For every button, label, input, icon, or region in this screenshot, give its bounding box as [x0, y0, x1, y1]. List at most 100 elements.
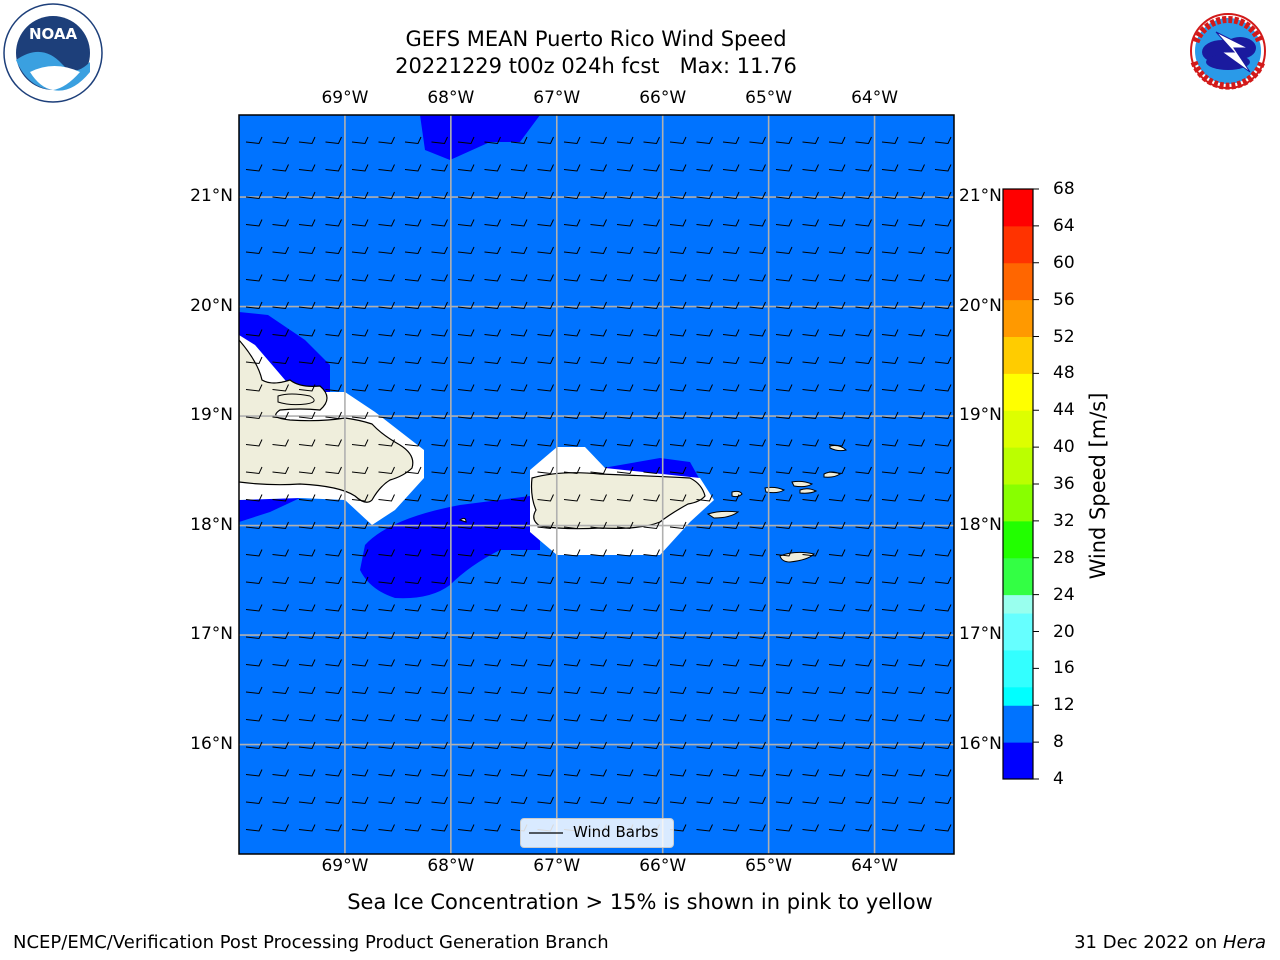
wind-barb-297	[245, 439, 263, 447]
wind-barb-276	[404, 411, 422, 420]
wind-barb-558	[722, 686, 740, 695]
legend-label: Wind Barbs	[573, 823, 659, 841]
wind-barb-125	[696, 246, 713, 255]
wind-barb-105	[881, 219, 899, 227]
wind-barb-413	[457, 549, 475, 557]
wind-barb-159	[881, 274, 899, 282]
wind-barb-616	[828, 741, 846, 750]
wind-barb-507	[802, 631, 819, 640]
wind-barb-451	[749, 576, 766, 585]
colorbar-level-6	[1003, 557, 1033, 596]
wind-barb-246	[325, 384, 342, 392]
wind-barb-415	[510, 549, 528, 557]
colorbar-tick-3: 56	[1053, 289, 1075, 310]
wind-barb-378	[245, 521, 263, 530]
wind-barb-106	[908, 219, 925, 227]
wind-barb-68	[616, 191, 634, 200]
wind-barb-682	[431, 824, 448, 832]
wind-barb-585	[722, 714, 740, 722]
wind-barb-392	[616, 521, 634, 530]
wind-barb-490	[351, 631, 369, 640]
wind-barb-608	[616, 741, 634, 750]
wind-barb-211	[828, 329, 846, 337]
wind-barb-363	[563, 494, 581, 502]
wind-barb-31	[351, 164, 369, 172]
wind-barb-168	[404, 301, 422, 310]
wind-barb-621	[245, 769, 263, 777]
wind-barb-242	[934, 356, 952, 365]
wind-barb-98	[696, 219, 713, 227]
wind-barb-605	[537, 741, 554, 750]
wind-barb-104	[855, 219, 872, 227]
wind-barb-452	[775, 576, 793, 585]
wind-barb-634	[590, 769, 607, 777]
wind-barb-681	[404, 824, 422, 832]
wind-barb-14	[616, 136, 634, 145]
wind-barb-206	[696, 329, 713, 337]
wind-barb-147	[563, 274, 581, 282]
wind-barb-205	[669, 329, 687, 337]
wind-barb-379	[272, 521, 289, 530]
footer-branch: NCEP/EMC/Verification Post Processing Pr…	[13, 932, 609, 953]
wind-barb-88	[431, 219, 448, 227]
wind-barb-544	[351, 686, 369, 695]
wind-barb-354	[325, 494, 342, 502]
wind-barb-293	[855, 411, 872, 420]
wind-barb-602	[457, 741, 475, 750]
wind-barb-178	[669, 301, 687, 310]
wind-barb-371	[775, 494, 793, 502]
wind-barb-370	[749, 494, 766, 502]
wind-barb-623	[298, 769, 316, 777]
wind-barb-407	[298, 549, 316, 557]
wind-barb-627	[404, 769, 422, 777]
wind-barb-8	[457, 136, 475, 145]
colorbar-tick-15: 8	[1053, 732, 1064, 753]
wind-barb-12	[563, 136, 581, 145]
lat-label-right-5: 16°N	[959, 733, 1002, 754]
wind-barb-460	[272, 604, 289, 612]
wind-barb-384	[404, 521, 422, 530]
wind-barb-485	[934, 604, 952, 612]
wind-barb-580	[590, 714, 607, 722]
noaa-logo: NOAA	[3, 3, 103, 103]
wind-barb-561	[802, 686, 819, 695]
wind-barb-533	[775, 659, 793, 667]
wind-barb-292	[828, 411, 846, 420]
wind-barb-489	[325, 631, 342, 640]
wind-barb-217	[272, 356, 289, 365]
wind-barb-41	[616, 164, 634, 172]
chart-title: GEFS MEAN Puerto Rico Wind Speed	[405, 27, 787, 51]
wind-barb-266	[855, 384, 872, 392]
wind-barb-372	[802, 494, 819, 502]
wind-barb-300	[325, 439, 342, 447]
wind-barb-513	[245, 659, 263, 667]
wind-barb-187	[908, 301, 925, 310]
wind-barb-128	[775, 246, 793, 255]
wind-barb-661	[590, 796, 607, 805]
wind-barb-59	[378, 191, 395, 200]
wind-barb-47	[775, 164, 793, 172]
wind-barb-185	[855, 301, 872, 310]
wind-barb-543	[325, 686, 342, 695]
colorbar-level-14	[1003, 262, 1033, 301]
land-puerto-rico	[530, 472, 706, 530]
wind-barb-428	[855, 549, 872, 557]
wind-barb-76	[828, 191, 846, 200]
wind-barb-120	[563, 246, 581, 255]
wind-barb-279	[484, 411, 501, 420]
wind-barb-455	[855, 576, 872, 585]
wind-barb-603	[484, 741, 501, 750]
wind-barb-367	[669, 494, 687, 502]
wind-barb-344	[775, 466, 793, 475]
wind-barb-446	[616, 576, 634, 585]
wind-barb-648	[245, 796, 263, 805]
wind-barb-357	[404, 494, 422, 502]
wind-barb-453	[802, 576, 819, 585]
wind-barb-136	[272, 274, 289, 282]
wind-barb-124	[669, 246, 687, 255]
wind-barb-474	[643, 604, 660, 612]
wind-barb-29	[298, 164, 316, 172]
wind-barb-476	[696, 604, 713, 612]
wind-barb-499	[590, 631, 607, 640]
wind-barb-113	[378, 246, 395, 255]
